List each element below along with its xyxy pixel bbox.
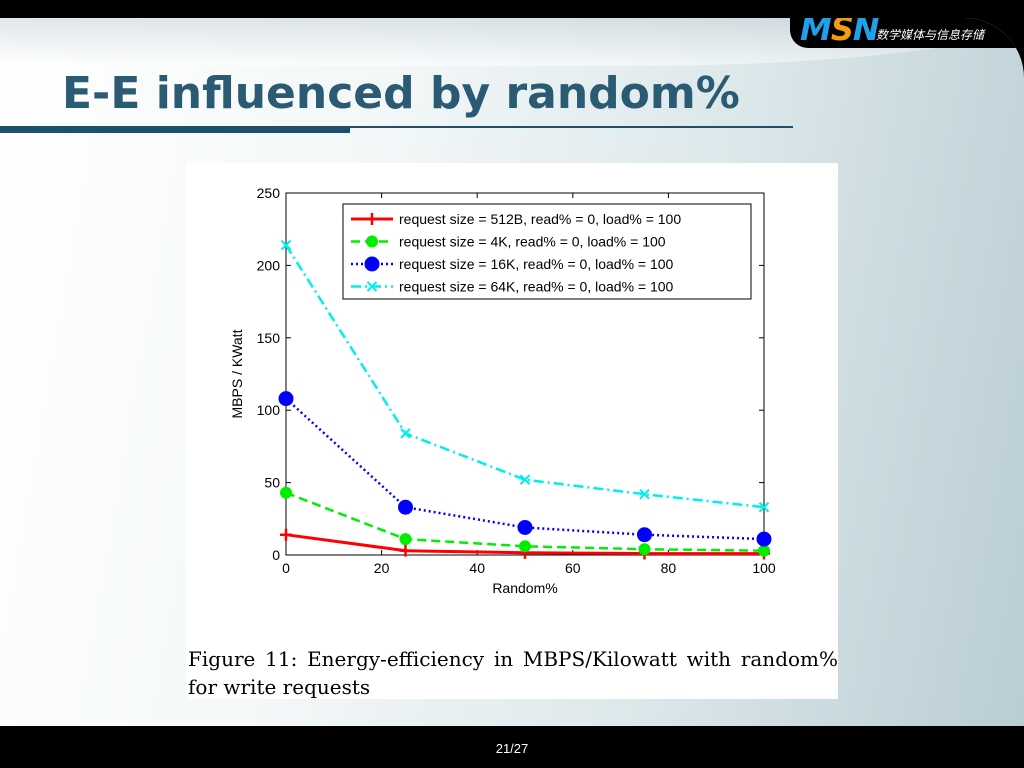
- legend-box: [342, 203, 752, 300]
- data-point-series-3: [639, 488, 650, 500]
- logo-subtitle: 数学媒体与信息存储: [876, 28, 985, 42]
- y-tick-label: 0: [272, 547, 280, 563]
- data-point-series-2: [517, 519, 533, 535]
- y-axis-label: MBPS / KWatt: [229, 329, 245, 418]
- slide-title: E-E influenced by random%: [62, 68, 740, 119]
- series-line-1: [285, 491, 765, 552]
- title-underline-accent: [0, 126, 350, 133]
- data-point-series-1: [399, 533, 412, 546]
- data-point-series-1: [638, 543, 651, 556]
- legend-marker-2: [364, 256, 380, 272]
- page-number: 21/27: [495, 741, 529, 756]
- data-point-series-3: [280, 239, 292, 251]
- legend-marker-0: [366, 213, 378, 225]
- legend-entry-2: request size = 16K, read% = 0, load% = 1…: [399, 256, 674, 272]
- series-line-2: [285, 397, 765, 541]
- data-point-series-1: [758, 544, 770, 557]
- legend-entry-1: request size = 4K, read% = 0, load% = 10…: [399, 234, 666, 250]
- data-point-series-3: [519, 474, 531, 485]
- data-point-series-2: [756, 531, 772, 547]
- data-point-series-0: [280, 528, 292, 541]
- x-tick-label: 20: [374, 560, 390, 576]
- title-underline: [0, 126, 793, 128]
- legend-entry-0: request size = 512B, read% = 0, load% = …: [399, 211, 681, 227]
- y-tick-label: 250: [257, 185, 281, 201]
- y-tick-label: 200: [257, 257, 281, 273]
- y-tick-label: 50: [264, 475, 280, 491]
- figure-panel: 0 20 40 60 80 100 0 50 100 150 200 250 Random% MBPS /…: [186, 163, 838, 699]
- logo-wordmark: MSN: [800, 18, 880, 48]
- data-point-series-3: [400, 428, 411, 439]
- x-tick-label: 60: [565, 560, 581, 576]
- y-tick-label: 150: [257, 330, 281, 346]
- legend-marker-1: [366, 235, 378, 248]
- series-line-3: [284, 244, 765, 509]
- data-point-series-1: [519, 540, 531, 553]
- x-tick-label: 80: [661, 560, 677, 576]
- data-point-series-2: [637, 527, 652, 543]
- data-point-series-2: [278, 391, 294, 407]
- x-tick-label: 40: [469, 560, 485, 576]
- data-point-series-1: [280, 486, 292, 499]
- legend-marker-3: [366, 281, 378, 292]
- logo: MSN 数学媒体与信息存储: [790, 18, 1024, 48]
- x-axis-label: Random%: [492, 580, 557, 596]
- figure-caption: Figure 11: Energy-efficiency in MBPS/Kil…: [188, 647, 838, 699]
- legend-entry-3: request size = 64K, read% = 0, load% = 1…: [399, 279, 674, 295]
- slide-background: MSN 数学媒体与信息存储 E-E influenced by random% …: [0, 18, 1024, 726]
- y-tick-label: 100: [257, 402, 281, 418]
- line-chart: 0 20 40 60 80 100 0 50 100 150 200 250 Random% MBPS /…: [229, 185, 776, 596]
- data-point-series-2: [398, 499, 413, 515]
- x-tick-label: 0: [282, 560, 290, 576]
- data-point-series-3: [758, 502, 770, 513]
- x-tick-label: 100: [752, 560, 776, 576]
- data-point-series-0: [399, 544, 412, 557]
